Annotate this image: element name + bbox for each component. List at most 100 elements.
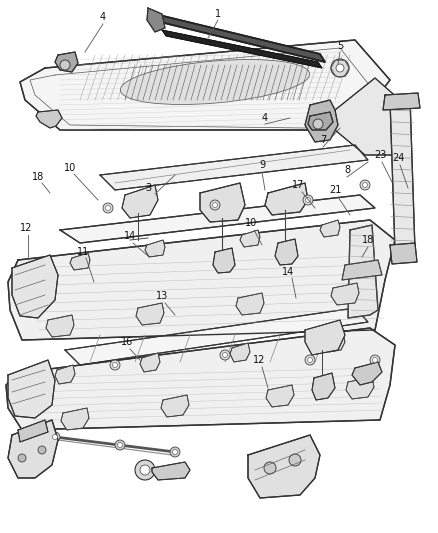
Circle shape (363, 182, 367, 188)
Circle shape (106, 206, 110, 211)
Circle shape (372, 358, 378, 362)
Text: 12: 12 (253, 355, 265, 365)
Circle shape (313, 119, 323, 129)
Text: 4: 4 (100, 12, 106, 22)
Polygon shape (200, 183, 245, 222)
Polygon shape (18, 420, 48, 442)
Polygon shape (65, 308, 368, 365)
Polygon shape (335, 78, 405, 155)
Polygon shape (55, 365, 75, 384)
Polygon shape (390, 98, 415, 252)
Circle shape (110, 360, 120, 370)
Circle shape (264, 462, 276, 474)
Polygon shape (147, 8, 165, 32)
Polygon shape (61, 408, 89, 430)
Circle shape (223, 352, 227, 358)
Text: 5: 5 (337, 41, 343, 51)
Polygon shape (383, 93, 420, 110)
Circle shape (170, 447, 180, 457)
Polygon shape (348, 225, 378, 318)
Polygon shape (265, 183, 308, 215)
Circle shape (370, 355, 380, 365)
Polygon shape (20, 40, 390, 130)
Polygon shape (145, 240, 165, 257)
Circle shape (60, 60, 70, 70)
Polygon shape (331, 283, 359, 305)
Text: 13: 13 (156, 291, 168, 301)
Text: 23: 23 (374, 150, 386, 160)
Polygon shape (342, 260, 382, 280)
Polygon shape (325, 333, 345, 352)
Polygon shape (70, 253, 90, 270)
Circle shape (50, 432, 60, 442)
Text: 12: 12 (20, 223, 32, 233)
Polygon shape (100, 145, 368, 190)
Circle shape (336, 64, 344, 72)
Polygon shape (55, 52, 78, 72)
Circle shape (331, 59, 349, 77)
Polygon shape (161, 395, 189, 417)
Polygon shape (152, 462, 190, 480)
Text: 7: 7 (320, 135, 326, 145)
Polygon shape (162, 30, 322, 68)
Text: 14: 14 (282, 267, 294, 277)
Polygon shape (230, 343, 250, 362)
Polygon shape (320, 220, 340, 237)
Circle shape (360, 180, 370, 190)
Text: 16: 16 (121, 337, 133, 347)
Text: 3: 3 (145, 183, 151, 193)
Circle shape (53, 434, 57, 440)
Text: 14: 14 (124, 231, 136, 241)
Polygon shape (36, 110, 62, 128)
Polygon shape (213, 248, 235, 273)
Text: 18: 18 (32, 172, 44, 182)
Circle shape (173, 449, 177, 455)
Text: 9: 9 (259, 160, 265, 170)
Polygon shape (46, 315, 74, 337)
Circle shape (140, 465, 150, 475)
Circle shape (307, 358, 312, 362)
Polygon shape (6, 328, 395, 430)
Circle shape (303, 195, 313, 205)
Polygon shape (390, 243, 417, 264)
Circle shape (113, 362, 117, 367)
Polygon shape (305, 100, 338, 142)
Circle shape (103, 203, 113, 213)
Polygon shape (346, 377, 374, 399)
Text: 10: 10 (245, 218, 257, 228)
Polygon shape (266, 385, 294, 407)
Circle shape (305, 198, 311, 203)
Polygon shape (136, 303, 164, 325)
Polygon shape (122, 185, 158, 218)
Circle shape (115, 440, 125, 450)
Polygon shape (308, 112, 333, 130)
Polygon shape (12, 255, 58, 318)
Ellipse shape (120, 60, 310, 104)
Polygon shape (275, 239, 298, 265)
Polygon shape (8, 220, 395, 340)
Polygon shape (248, 435, 320, 498)
Circle shape (212, 203, 218, 207)
Polygon shape (155, 14, 325, 62)
Text: 8: 8 (344, 165, 350, 175)
Circle shape (210, 200, 220, 210)
Text: 21: 21 (329, 185, 341, 195)
Polygon shape (60, 195, 375, 243)
Circle shape (135, 460, 155, 480)
Text: 4: 4 (262, 113, 268, 123)
Polygon shape (240, 230, 260, 247)
Circle shape (117, 442, 123, 448)
Circle shape (289, 454, 301, 466)
Polygon shape (140, 353, 160, 372)
Text: 18: 18 (362, 235, 374, 245)
Polygon shape (236, 293, 264, 315)
Polygon shape (305, 320, 345, 355)
Circle shape (38, 446, 46, 454)
Polygon shape (352, 362, 382, 385)
Text: 17: 17 (292, 180, 304, 190)
Polygon shape (312, 373, 335, 400)
Text: 11: 11 (77, 247, 89, 257)
Circle shape (18, 454, 26, 462)
Circle shape (220, 350, 230, 360)
Circle shape (305, 355, 315, 365)
